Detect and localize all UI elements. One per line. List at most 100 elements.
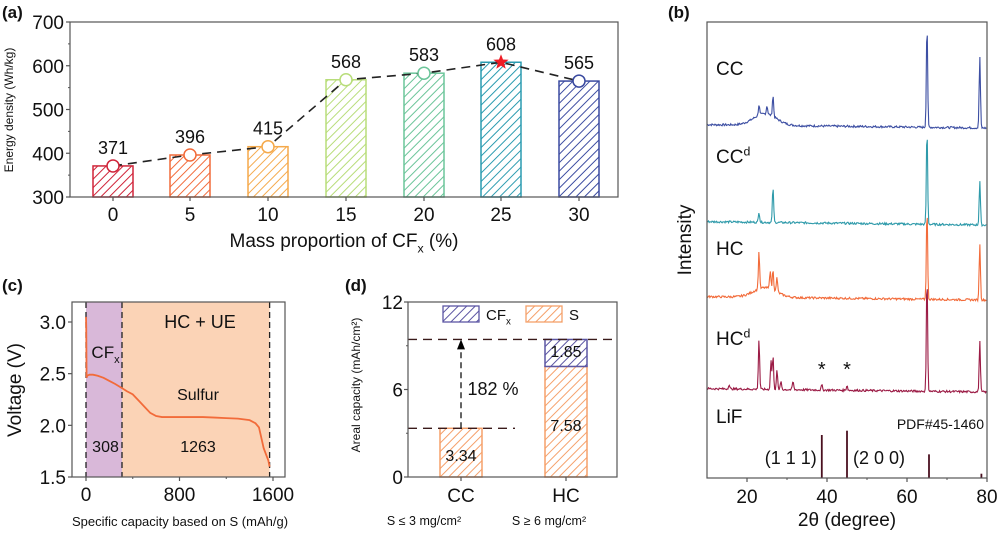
data-label: 415 [253, 119, 283, 139]
reference-label: LiF [716, 407, 742, 428]
star-marker [493, 54, 509, 69]
bar-s [544, 365, 588, 478]
x-tick-label: 15 [335, 205, 356, 226]
data-label: 3.34 [445, 448, 476, 465]
x-axis-label: Mass proportion of CFx (%) [230, 231, 459, 256]
x-tick-label: 1600 [252, 485, 294, 506]
y-tick-label: 500 [32, 101, 64, 122]
panel-a: (a) 371 396 415 568 583 608 565 300 400 500 600 700 0… [2, 3, 619, 256]
x-tick-label: 0 [81, 485, 92, 506]
x-sub-label: S ≤ 3 mg/cm² [387, 514, 461, 528]
y-axis-label: Areal capacity (mAh/cm²) [349, 318, 363, 453]
peak-annotation: * [818, 359, 826, 381]
x-tick-label: 30 [568, 205, 589, 226]
data-point [261, 139, 275, 154]
panel-label: (a) [2, 3, 23, 22]
bar [403, 72, 445, 198]
data-label: 565 [564, 53, 594, 73]
y-tick-label: 300 [32, 188, 64, 209]
plot-frame [706, 21, 988, 479]
y-tick-label: 700 [32, 13, 64, 34]
x-tick-label: CC [447, 486, 474, 507]
x-tick-label: 20 [736, 487, 757, 508]
y-tick-label: 1.5 [40, 468, 66, 489]
peak-annotation: * [843, 359, 851, 381]
data-label: 7.58 [550, 418, 581, 435]
y-tick-label: 2.0 [40, 416, 66, 437]
region-shade [86, 302, 122, 477]
y-tick-label: 0 [392, 468, 403, 489]
panel-label: (d) [345, 276, 367, 295]
plot-frame [71, 301, 286, 478]
legend-label-s: S [569, 307, 579, 324]
data-label: 1.85 [550, 344, 581, 361]
x-tick-label: 20 [413, 205, 434, 226]
bar [247, 145, 289, 198]
legend-swatch-s [525, 305, 563, 323]
x-tick-label: 10 [257, 205, 278, 226]
y-tick-label: 12 [382, 293, 403, 314]
panel-label: (b) [668, 3, 690, 22]
bar-cfx [544, 338, 588, 368]
miller-index-label: (2 0 0) [853, 448, 905, 468]
data-label: 568 [331, 52, 361, 72]
panel-d: (d) 182 % 3.34 7.58 1.85 CFx S 0 6 12 CC S ≤ 3 mg/c… [345, 276, 618, 528]
x-tick-label: 0 [108, 205, 119, 226]
x-tick-label: 25 [490, 205, 511, 226]
pattern-label: HCd [716, 326, 750, 350]
legend-swatch-cfx [442, 305, 480, 323]
xrd-pattern [706, 139, 987, 228]
panel-label: (c) [2, 276, 23, 295]
x-axis-label: Specific capacity based on S (mAh/g) [72, 514, 288, 529]
y-axis-label: Voltage (V) [5, 343, 26, 437]
xrd-pattern [706, 35, 987, 130]
panel-b: (b) CC CCd HC HCd * * LiF PDF#45-1460 (1 1 1) (2 0… [668, 3, 998, 531]
y-axis-label: Intensity [675, 204, 696, 275]
data-point [572, 74, 586, 88]
xrd-pattern [706, 289, 987, 395]
y-axis-label: Energy density (Wh/kg) [2, 48, 16, 173]
pattern-label: CC [716, 59, 743, 80]
data-label: 608 [486, 34, 516, 54]
x-tick-label: 40 [816, 487, 837, 508]
data-point [339, 73, 353, 87]
increase-label: 182 % [467, 379, 518, 399]
region-label-cfx: CFx [91, 343, 120, 366]
pattern-label: CCd [716, 144, 750, 168]
y-tick-label: 600 [32, 57, 64, 78]
miller-index-label: (1 1 1) [765, 448, 817, 468]
x-tick-label: 60 [896, 487, 917, 508]
y-tick-label: 3.0 [40, 313, 66, 334]
bar [558, 80, 600, 198]
x-tick-label: 80 [976, 487, 997, 508]
panel-c: (c) CFx HC + UE Sulfur 308 1263 1.5 2.0 2.5 3.0 0 8… [2, 276, 294, 529]
y-tick-label: 6 [392, 381, 403, 402]
data-label: 371 [98, 138, 128, 158]
x-sub-label: S ≥ 6 mg/cm² [512, 514, 586, 528]
xrd-pattern [706, 217, 987, 303]
x-tick-label: 5 [185, 205, 196, 226]
data-point [106, 159, 120, 173]
data-point [417, 66, 431, 80]
data-point [183, 148, 197, 162]
bar [480, 61, 522, 198]
bar [325, 79, 367, 198]
region-value-sulfur: 1263 [180, 439, 216, 456]
region-label-sulfur: Sulfur [177, 387, 219, 404]
region-title: HC + UE [164, 312, 236, 332]
arrow-head [457, 339, 465, 350]
region-shade [121, 302, 270, 477]
data-label: 583 [409, 45, 439, 65]
x-tick-label: HC [552, 486, 579, 507]
x-axis-label: 2θ (degree) [798, 510, 896, 531]
pattern-label: HC [716, 239, 743, 260]
data-label: 396 [175, 127, 205, 147]
y-tick-label: 2.5 [40, 365, 66, 386]
legend-label-cfx: CFx [486, 307, 511, 328]
region-value-cfx: 308 [92, 439, 119, 456]
x-tick-label: 800 [164, 485, 196, 506]
y-tick-label: 400 [32, 144, 64, 165]
voltage-curve [85, 316, 271, 467]
reference-pdf: PDF#45-1460 [897, 416, 984, 432]
